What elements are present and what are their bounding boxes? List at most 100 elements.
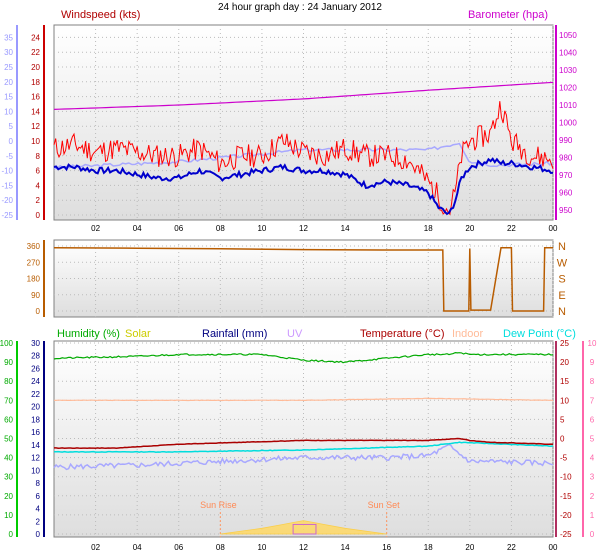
rain-tick-label: 4 bbox=[36, 505, 41, 514]
outer-tick-label: 5 bbox=[9, 122, 14, 131]
outer-tick-label: 15 bbox=[4, 93, 13, 102]
dir-right-label: W bbox=[557, 257, 568, 269]
wind-panel bbox=[53, 24, 554, 221]
rain-tick-label: 20 bbox=[31, 403, 40, 412]
baro-tick-label: 1050 bbox=[559, 31, 577, 40]
wind-tick-label: 20 bbox=[31, 63, 40, 72]
wind-x-tick: 08 bbox=[216, 224, 225, 233]
series-humidity bbox=[53, 351, 554, 364]
wind-tick-label: 22 bbox=[31, 48, 40, 57]
temp-x-tick: 12 bbox=[299, 543, 308, 552]
wind-x-tick: 20 bbox=[465, 224, 474, 233]
wind-tick-label: 14 bbox=[31, 107, 40, 116]
dir-tick-label: 0 bbox=[36, 307, 41, 316]
rain-tick-label: 10 bbox=[31, 466, 40, 475]
uv-tick-label: 7 bbox=[590, 396, 595, 405]
baro-tick-label: 960 bbox=[559, 188, 573, 197]
series-uvline bbox=[53, 443, 554, 471]
outer-tick-label: 25 bbox=[4, 63, 13, 72]
wind-x-tick: 06 bbox=[174, 224, 183, 233]
wind-x-tick: 04 bbox=[133, 224, 142, 233]
series-direction bbox=[53, 247, 553, 312]
rain-tick-label: 16 bbox=[31, 428, 40, 437]
humidity-tick-label: 30 bbox=[4, 473, 13, 482]
baro-tick-label: 1040 bbox=[559, 49, 577, 58]
temp-tick-label: 25 bbox=[560, 339, 569, 348]
series-gust bbox=[53, 101, 554, 216]
wind-x-tick: 22 bbox=[507, 224, 516, 233]
series-temperature bbox=[54, 437, 554, 449]
temp-tick-label: 20 bbox=[560, 358, 569, 367]
outer-tick-label: 10 bbox=[4, 107, 13, 116]
baro-tick-label: 970 bbox=[559, 171, 573, 180]
wind-tick-label: 4 bbox=[36, 181, 41, 190]
uv-tick-label: 8 bbox=[590, 377, 595, 386]
rain-tick-label: 0 bbox=[36, 530, 41, 539]
baro-tick-label: 950 bbox=[559, 206, 573, 215]
series-indoor bbox=[53, 397, 554, 402]
dir-tick-label: 180 bbox=[27, 275, 41, 284]
temp-x-tick: 08 bbox=[216, 543, 225, 552]
dir-tick-label: 360 bbox=[27, 242, 41, 251]
temp-x-tick: 02 bbox=[91, 543, 100, 552]
wind-x-tick: 10 bbox=[257, 224, 266, 233]
rain-tick-label: 30 bbox=[31, 339, 40, 348]
dir-right-label: E bbox=[558, 290, 565, 302]
uv-marker bbox=[292, 523, 317, 535]
legend-item: Temperature (°C) bbox=[360, 328, 444, 340]
rain-tick-label: 18 bbox=[31, 415, 40, 424]
humidity-tick-label: 40 bbox=[4, 454, 13, 463]
temp-tick-label: -25 bbox=[560, 530, 572, 539]
rain-tick-label: 14 bbox=[31, 441, 40, 450]
rain-tick-label: 28 bbox=[31, 352, 40, 361]
legend-item: UV bbox=[287, 328, 303, 340]
uv-tick-label: 2 bbox=[590, 492, 595, 501]
outer-tick-label: 35 bbox=[4, 33, 13, 42]
rain-tick-label: 24 bbox=[31, 377, 40, 386]
temp-x-tick: 06 bbox=[174, 543, 183, 552]
windspeed-label: Windspeed (kts) bbox=[61, 9, 140, 21]
dir-right-label: S bbox=[558, 274, 565, 286]
humidity-tick-label: 90 bbox=[4, 358, 13, 367]
temp-x-tick: 04 bbox=[133, 543, 142, 552]
dir-tick-label: 270 bbox=[27, 258, 41, 267]
uv-tick-label: 6 bbox=[590, 415, 595, 424]
rain-tick-label: 12 bbox=[31, 454, 40, 463]
legend-item: Solar bbox=[125, 328, 151, 340]
humidity-tick-label: 20 bbox=[4, 492, 13, 501]
outer-tick-label: 20 bbox=[4, 78, 13, 87]
chart-title: 24 hour graph day : 24 January 2012 bbox=[218, 2, 382, 13]
dir-tick-label: 90 bbox=[31, 291, 40, 300]
wind-tick-label: 16 bbox=[31, 93, 40, 102]
wind-x-tick: 18 bbox=[424, 224, 433, 233]
wind-tick-label: 10 bbox=[31, 137, 40, 146]
wind-tick-label: 0 bbox=[36, 211, 41, 220]
uv-tick-label: 4 bbox=[590, 454, 595, 463]
rain-tick-label: 22 bbox=[31, 390, 40, 399]
wind-x-tick: 14 bbox=[341, 224, 350, 233]
outer-tick-label: 0 bbox=[9, 137, 14, 146]
temp-x-tick: 16 bbox=[382, 543, 391, 552]
uv-tick-label: 1 bbox=[590, 511, 595, 520]
outer-tick-label: -20 bbox=[1, 196, 13, 205]
baro-tick-label: 1000 bbox=[559, 119, 577, 128]
wind-x-tick: 02 bbox=[91, 224, 100, 233]
humidity-tick-label: 50 bbox=[4, 435, 13, 444]
dir-right-label: N bbox=[558, 306, 566, 318]
temp-tick-label: 15 bbox=[560, 377, 569, 386]
legend-item: Indoor bbox=[452, 328, 484, 340]
sunset-label: Sun Set bbox=[368, 500, 401, 510]
wind-tick-label: 2 bbox=[36, 196, 41, 205]
uv-tick-label: 3 bbox=[590, 473, 595, 482]
series-lilac bbox=[53, 142, 554, 170]
humidity-tick-label: 70 bbox=[4, 396, 13, 405]
wind-x-tick: 12 bbox=[299, 224, 308, 233]
temp-x-tick: 22 bbox=[507, 543, 516, 552]
wind-tick-label: 24 bbox=[31, 33, 40, 42]
rain-tick-label: 26 bbox=[31, 364, 40, 373]
temp-tick-label: -15 bbox=[560, 492, 572, 501]
humidity-tick-label: 10 bbox=[4, 511, 13, 520]
temp-x-tick: 10 bbox=[257, 543, 266, 552]
outer-tick-label: -25 bbox=[1, 211, 13, 220]
